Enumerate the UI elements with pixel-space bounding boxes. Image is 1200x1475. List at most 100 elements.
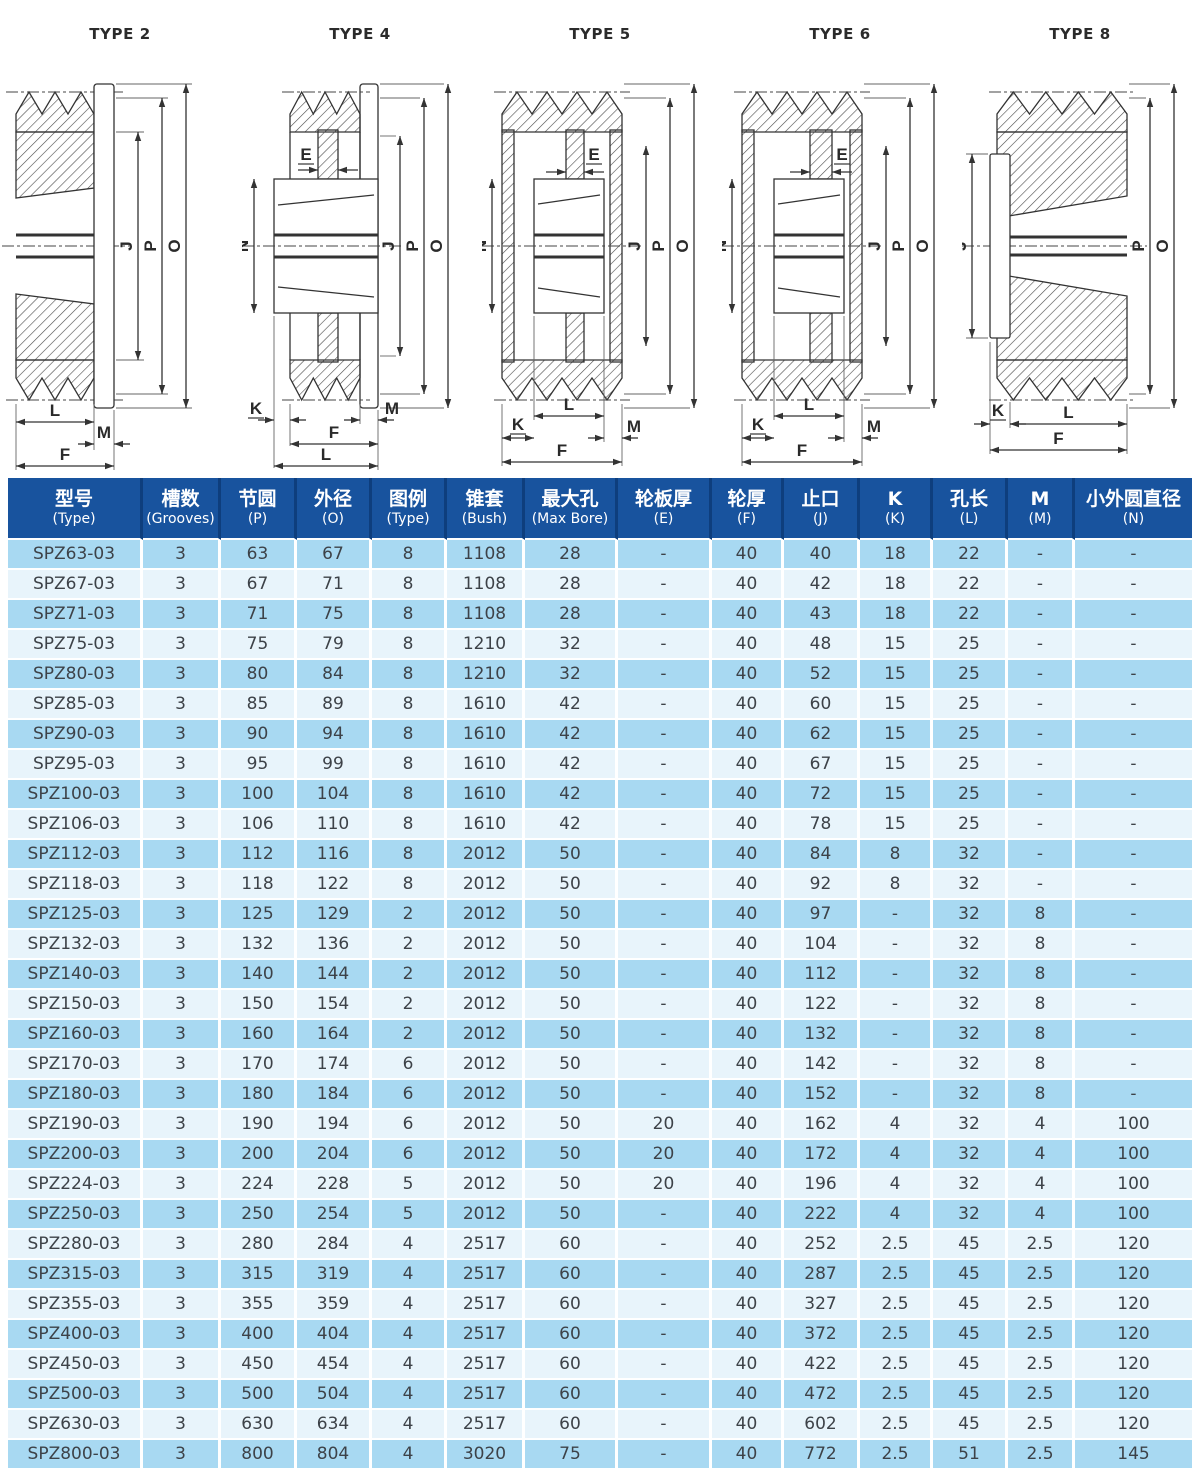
table-cell: 3: [143, 960, 221, 990]
table-cell: 40: [712, 990, 784, 1020]
table-cell: 2012: [447, 1080, 525, 1110]
table-cell: 3: [143, 1140, 221, 1170]
table-cell: 8: [372, 750, 447, 780]
table-cell: 3: [143, 750, 221, 780]
table-cell: -: [618, 1230, 712, 1260]
table-cell: 8: [372, 780, 447, 810]
table-cell: 42: [525, 810, 618, 840]
table-cell: -: [1008, 660, 1075, 690]
table-cell: -: [618, 1380, 712, 1410]
table-cell: 4: [1008, 1170, 1075, 1200]
table-cell: 40: [712, 1260, 784, 1290]
table-cell: 3: [143, 540, 221, 570]
table-cell: 120: [1075, 1260, 1192, 1290]
table-cell: 95: [221, 750, 297, 780]
spec-table-wrap: 型号 (Type) 槽数 (Grooves) 节圆 (P) 外径 (O) 图例 (Type) 锥套(…: [0, 478, 1200, 1470]
table-cell: -: [1008, 600, 1075, 630]
table-cell: 4: [860, 1170, 933, 1200]
table-cell: 8: [1008, 990, 1075, 1020]
table-cell: 3: [143, 1320, 221, 1350]
table-cell: 284: [297, 1230, 372, 1260]
table-cell: 2.5: [860, 1320, 933, 1350]
table-cell: 32: [933, 990, 1008, 1020]
table-cell: 51: [933, 1440, 1008, 1470]
table-cell: 42: [525, 750, 618, 780]
svg-text:J: J: [865, 241, 884, 250]
table-cell: 25: [933, 780, 1008, 810]
table-cell: -: [618, 570, 712, 600]
table-cell: 120: [1075, 1380, 1192, 1410]
table-cell: 40: [784, 540, 860, 570]
svg-text:L: L: [804, 395, 814, 414]
table-cell: 3: [143, 1410, 221, 1440]
table-cell: 50: [525, 870, 618, 900]
table-cell: 100: [221, 780, 297, 810]
svg-text:M: M: [385, 399, 399, 418]
table-row: SPZ71-03 3 71 75 8 1108 28-40 43 18 22- -: [8, 600, 1192, 630]
table-cell: 45: [933, 1380, 1008, 1410]
table-cell: 72: [784, 780, 860, 810]
table-cell: 40: [712, 1320, 784, 1350]
table-cell: 20: [618, 1170, 712, 1200]
table-cell: 630: [221, 1410, 297, 1440]
table-cell: 122: [784, 990, 860, 1020]
table-cell: SPZ71-03: [8, 600, 143, 630]
table-cell: 2.5: [860, 1410, 933, 1440]
table-cell: 120: [1075, 1350, 1192, 1380]
table-cell: 112: [221, 840, 297, 870]
table-cell: SPZ118-03: [8, 870, 143, 900]
svg-text:O: O: [165, 239, 184, 252]
table-cell: 40: [712, 1020, 784, 1050]
diagram-title: TYPE 2: [89, 25, 151, 43]
table-cell: 150: [221, 990, 297, 1020]
table-cell: 6: [372, 1050, 447, 1080]
svg-text:F: F: [557, 441, 567, 460]
table-cell: 32: [933, 1020, 1008, 1050]
table-row: SPZ85-03 3 85 89 8 1610 42-40 60 15 25- -: [8, 690, 1192, 720]
table-cell: 2.5: [860, 1440, 933, 1470]
table-cell: 250: [221, 1200, 297, 1230]
table-cell: 42: [784, 570, 860, 600]
table-cell: -: [1075, 960, 1192, 990]
pulley-drawing-type-8-svg: J PO K LF: [962, 83, 1178, 454]
table-cell: SPZ224-03: [8, 1170, 143, 1200]
table-cell: 4: [372, 1410, 447, 1440]
table-cell: 18: [860, 600, 933, 630]
pulley-drawing-type-6-svg: E N JPO L K M F: [722, 83, 938, 466]
table-cell: 40: [712, 750, 784, 780]
column-header: 孔长 (L): [933, 478, 1008, 540]
table-cell: -: [1075, 930, 1192, 960]
table-cell: SPZ500-03: [8, 1380, 143, 1410]
table-cell: SPZ400-03: [8, 1320, 143, 1350]
table-cell: 2517: [447, 1410, 525, 1440]
table-cell: -: [1008, 870, 1075, 900]
table-cell: -: [1075, 780, 1192, 810]
table-cell: -: [618, 690, 712, 720]
table-cell: 40: [712, 600, 784, 630]
table-cell: -: [618, 540, 712, 570]
table-cell: 40: [712, 1200, 784, 1230]
pulley-drawing-type-5-svg: E N JPO L K M F: [482, 83, 698, 466]
table-cell: 160: [221, 1020, 297, 1050]
table-cell: 8: [372, 690, 447, 720]
table-cell: -: [618, 870, 712, 900]
table-cell: 40: [712, 690, 784, 720]
table-cell: 4: [1008, 1200, 1075, 1230]
table-cell: 50: [525, 930, 618, 960]
table-cell: 3: [143, 870, 221, 900]
table-cell: -: [1075, 1020, 1192, 1050]
table-row: SPZ95-03 3 95 99 8 1610 42-40 67 15 25- -: [8, 750, 1192, 780]
table-cell: 196: [784, 1170, 860, 1200]
table-cell: 1210: [447, 630, 525, 660]
table-cell: 118: [221, 870, 297, 900]
table-cell: 772: [784, 1440, 860, 1470]
table-row: SPZ450-03 3 450 454 4 2517 60-40 422 2.5 45 2.5 120: [8, 1350, 1192, 1380]
table-cell: 40: [712, 570, 784, 600]
table-cell: 8: [1008, 1050, 1075, 1080]
table-cell: 172: [784, 1140, 860, 1170]
table-cell: -: [618, 750, 712, 780]
svg-text:N: N: [722, 240, 730, 252]
table-cell: 6: [372, 1080, 447, 1110]
table-cell: 2.5: [1008, 1350, 1075, 1380]
